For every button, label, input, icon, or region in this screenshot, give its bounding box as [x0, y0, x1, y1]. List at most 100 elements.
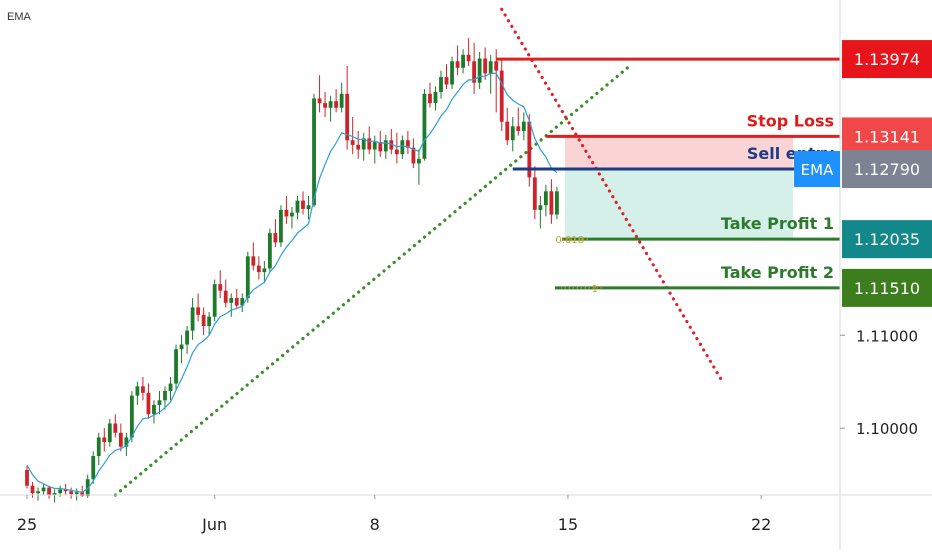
candle-body: [505, 121, 510, 141]
take-profit-2-tag-text: 1.11510: [854, 279, 920, 298]
candle-body: [74, 492, 79, 495]
candle-body: [152, 404, 156, 415]
candle-body: [234, 298, 239, 306]
candle-body: [450, 61, 454, 85]
candle-body: [350, 140, 355, 145]
candle-body: [488, 61, 493, 74]
candle-body: [339, 93, 344, 108]
sell-entry-tag: [842, 150, 932, 189]
support-trendline: [113, 65, 631, 497]
candle-body: [461, 54, 465, 68]
take-profit-1-tag: [842, 220, 932, 259]
candle-body: [196, 307, 201, 315]
candle-body: [256, 265, 261, 273]
candle-body: [251, 256, 256, 266]
candle-body: [80, 492, 85, 496]
candle-body: [96, 437, 101, 456]
candle-body: [47, 487, 51, 495]
candle-body: [141, 386, 145, 393]
candle-body: [543, 191, 548, 206]
candle-body: [58, 489, 63, 494]
ema-axis-tag-text: EMA: [801, 161, 834, 179]
candle-body: [356, 144, 361, 150]
candle-body: [69, 491, 74, 495]
candle-body: [179, 344, 184, 350]
candle-body: [555, 191, 559, 215]
candle-body: [91, 455, 96, 480]
candle-body: [41, 487, 46, 492]
time-tick-label: 22: [751, 515, 771, 534]
candle-body: [345, 93, 350, 141]
resistance-tag: [842, 40, 932, 79]
candle-body: [328, 101, 333, 108]
candle-body: [245, 256, 250, 299]
candle-body: [63, 489, 68, 492]
candle-body: [378, 142, 383, 152]
take-profit-2-tag: [842, 268, 932, 307]
candle-body: [428, 93, 432, 104]
candle-body: [361, 138, 366, 150]
take-profit-1-tag-text: 1.12035: [854, 230, 920, 249]
candle-body: [301, 200, 305, 209]
candle-body: [185, 330, 189, 345]
candle-body: [466, 54, 471, 62]
candle-body: [290, 212, 294, 217]
candle-body: [124, 437, 129, 447]
candle-body: [483, 58, 488, 74]
stop-loss-tag: [842, 117, 932, 156]
candle-body: [405, 140, 410, 148]
price-tick-label: 1.10000: [856, 420, 918, 438]
candle-body: [30, 485, 35, 494]
ema-layer: [26, 72, 558, 493]
candle-body: [212, 284, 217, 317]
resistance-tag-text: 1.13974: [854, 50, 920, 69]
candle-body: [229, 298, 234, 303]
candle-body: [510, 126, 515, 141]
candle-body: [323, 103, 327, 108]
candle-body: [499, 70, 504, 122]
trendlines-layer: [113, 7, 725, 497]
candle-body: [107, 423, 112, 443]
candle-body: [411, 147, 416, 164]
ema-axis-tag: [794, 151, 840, 188]
candle-body: [312, 98, 316, 206]
candle-body: [417, 158, 421, 164]
candle-body: [367, 138, 372, 150]
risk-zone: [564, 136, 793, 170]
candle-body: [218, 284, 223, 291]
candle-body: [279, 209, 283, 243]
candle-body: [163, 390, 167, 401]
candle-body: [267, 233, 272, 269]
candle-body: [223, 290, 228, 303]
candle-body: [549, 191, 554, 215]
take-profit-1-label: Take Profit 1: [721, 214, 834, 233]
candle-body: [135, 386, 140, 396]
candle-body: [527, 121, 532, 178]
take-profit-2-label: Take Profit 2: [721, 263, 834, 282]
candle-body: [372, 142, 377, 150]
candle-body: [118, 432, 123, 447]
candle-body: [174, 349, 178, 384]
candle-body: [207, 316, 212, 326]
candle-body: [295, 200, 300, 213]
candle-body: [168, 383, 173, 391]
candle-body: [284, 209, 289, 217]
candle-body: [146, 392, 151, 415]
candle-body: [36, 491, 40, 494]
candle-body: [532, 177, 537, 210]
resistance-trendline: [500, 7, 725, 384]
candle-body: [439, 77, 443, 92]
candle-body: [102, 437, 107, 443]
stop-loss-tag-text: 1.13141: [854, 127, 920, 146]
time-tick-label: Jun: [201, 515, 227, 534]
candle-body: [190, 307, 195, 331]
candle-body: [477, 58, 482, 83]
candle-body: [521, 121, 526, 131]
candle-body: [433, 91, 438, 104]
candle-body: [516, 126, 521, 131]
candle-body: [389, 140, 394, 150]
candle-body: [273, 233, 278, 243]
